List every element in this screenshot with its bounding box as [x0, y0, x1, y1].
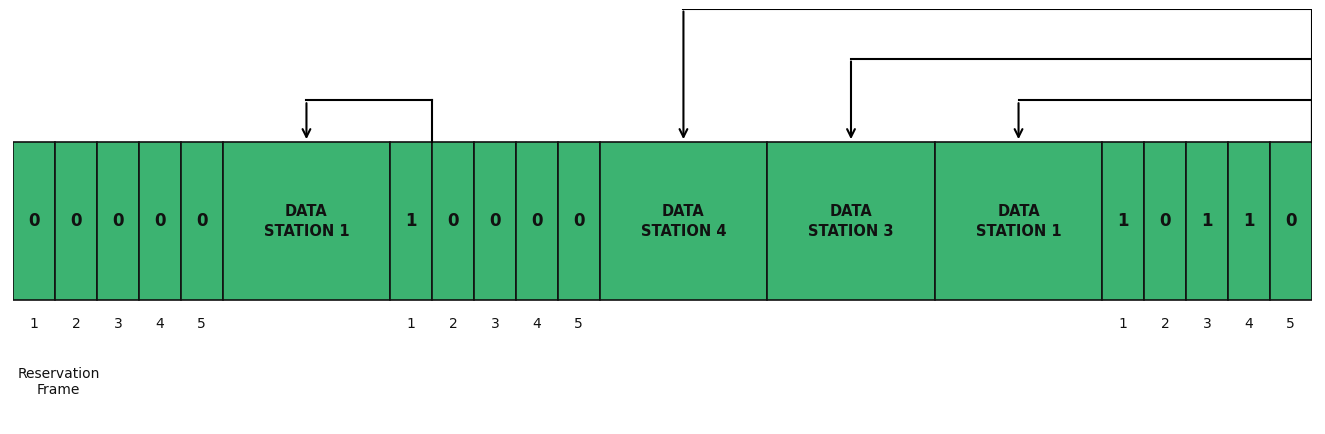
- Bar: [223, 142, 391, 300]
- Text: 5: 5: [1287, 317, 1295, 331]
- Bar: [1145, 142, 1186, 300]
- Text: 0: 0: [196, 212, 208, 230]
- Text: 4: 4: [533, 317, 541, 331]
- Text: Reservation
Frame: Reservation Frame: [17, 367, 99, 397]
- Text: 1: 1: [1118, 317, 1128, 331]
- Text: 0: 0: [531, 212, 543, 230]
- Text: 1: 1: [407, 317, 416, 331]
- Text: 0: 0: [489, 212, 501, 230]
- Text: 4: 4: [1244, 317, 1253, 331]
- Bar: [56, 142, 97, 300]
- Text: 0: 0: [448, 212, 458, 230]
- Bar: [1228, 142, 1269, 300]
- Text: 0: 0: [70, 212, 82, 230]
- Text: 3: 3: [1203, 317, 1211, 331]
- Text: 5: 5: [574, 317, 583, 331]
- Text: 0: 0: [113, 212, 123, 230]
- Text: 1: 1: [1117, 212, 1129, 230]
- Text: 2: 2: [1161, 317, 1170, 331]
- Bar: [474, 142, 515, 300]
- Bar: [13, 142, 56, 300]
- Text: 3: 3: [490, 317, 500, 331]
- Bar: [934, 142, 1102, 300]
- Bar: [600, 142, 767, 300]
- Bar: [139, 142, 180, 300]
- Text: 4: 4: [155, 317, 164, 331]
- Text: DATA
STATION 3: DATA STATION 3: [808, 204, 894, 239]
- Text: 0: 0: [1285, 212, 1297, 230]
- Bar: [767, 142, 934, 300]
- Text: 2: 2: [449, 317, 457, 331]
- Text: 2: 2: [72, 317, 81, 331]
- Text: 0: 0: [1159, 212, 1171, 230]
- Text: DATA
STATION 4: DATA STATION 4: [641, 204, 726, 239]
- Text: 1: 1: [1243, 212, 1255, 230]
- Bar: [558, 142, 600, 300]
- Text: 1: 1: [29, 317, 38, 331]
- Bar: [1269, 142, 1312, 300]
- Text: 5: 5: [197, 317, 207, 331]
- Bar: [97, 142, 139, 300]
- Bar: [180, 142, 223, 300]
- Bar: [391, 142, 432, 300]
- Text: 0: 0: [154, 212, 166, 230]
- Text: DATA
STATION 1: DATA STATION 1: [264, 204, 350, 239]
- Bar: [1102, 142, 1145, 300]
- Text: 0: 0: [28, 212, 40, 230]
- Text: DATA
STATION 1: DATA STATION 1: [975, 204, 1061, 239]
- Text: 1: 1: [405, 212, 417, 230]
- Bar: [432, 142, 474, 300]
- Text: 0: 0: [572, 212, 584, 230]
- Text: 3: 3: [114, 317, 122, 331]
- Bar: [515, 142, 558, 300]
- Text: 1: 1: [1202, 212, 1212, 230]
- Bar: [1186, 142, 1228, 300]
